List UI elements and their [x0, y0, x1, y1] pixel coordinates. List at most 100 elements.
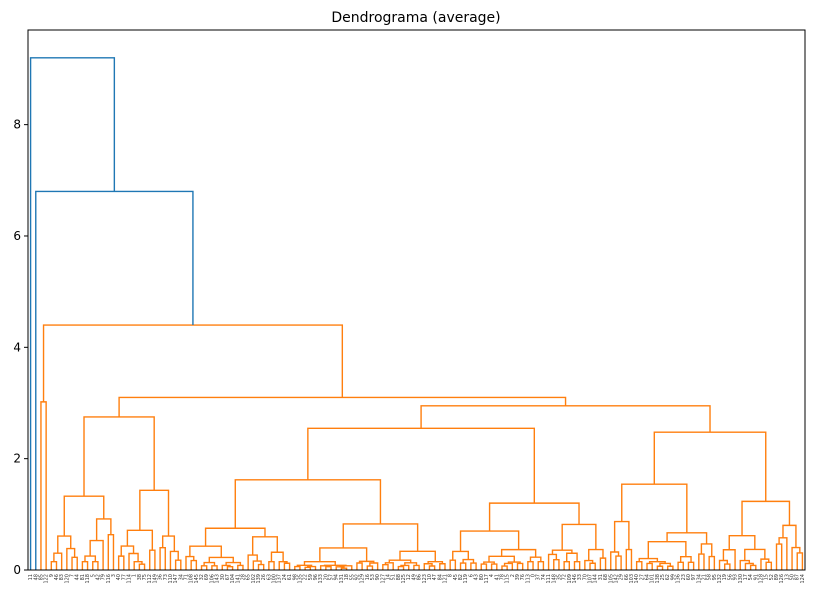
cluster-link-35: [208, 556, 234, 563]
leaf-label-147: 50: [790, 574, 796, 580]
cluster-link-7: [92, 560, 99, 570]
y-tick-label-2: 4: [13, 340, 21, 354]
leaf-label-45: 26: [261, 574, 267, 580]
y-tick-label-3: 6: [13, 229, 21, 243]
leaf-label-141: 128: [758, 574, 764, 584]
leaf-label-98: 37: [536, 574, 542, 580]
leaf-label-8: 7: [70, 574, 76, 577]
root-link-0: [29, 57, 116, 570]
cluster-link-138: [778, 537, 788, 570]
cluster-link-82: [490, 563, 498, 570]
leaf-label-20: 1: [132, 574, 138, 577]
leaf-label-132: 95: [712, 574, 718, 580]
leaf-label-114: 29: [619, 574, 625, 580]
leaf-label-32: 145: [194, 574, 200, 584]
leaf-label-18: 77: [121, 574, 127, 580]
leaf-label-133: 132: [717, 574, 723, 584]
leaf-label-59: 94: [334, 574, 340, 580]
leaf-label-119: 64: [645, 574, 651, 580]
leaf-label-61: 18: [344, 574, 350, 580]
leaf-label-74: 49: [411, 574, 417, 580]
leaf-label-129: 134: [696, 574, 702, 584]
cluster-link-20: [159, 546, 166, 570]
cluster-link-22: [169, 550, 179, 570]
cluster-link-97: [573, 560, 581, 570]
cluster-link-136: [728, 535, 756, 550]
leaf-label-35: 106: [209, 574, 215, 584]
cluster-link-67: [404, 562, 418, 566]
leaf-label-89: 4: [489, 574, 495, 577]
cluster-link-26: [190, 559, 198, 570]
y-tick-label-4: 8: [13, 118, 21, 132]
cluster-link-62: [382, 564, 389, 570]
cluster-link-105: [488, 502, 580, 532]
y-axis: 0 2 4 6 8: [13, 118, 28, 577]
cluster-link-106: [307, 427, 536, 504]
leaf-label-76: 123: [422, 574, 428, 584]
leaf-label-23: 112: [147, 574, 153, 584]
cluster-link-141: [782, 524, 797, 548]
leaf-label-13: 42: [95, 574, 101, 580]
cluster-link-108: [610, 551, 620, 570]
leaf-label-29: 34: [178, 574, 184, 580]
cluster-link-10: [107, 533, 115, 570]
leaf-label-10: 81: [80, 574, 86, 580]
cluster-link-140: [791, 546, 801, 570]
cluster-link-25: [83, 416, 155, 497]
leaf-label-135: 56: [727, 574, 733, 580]
leaf-label-142: 15: [764, 574, 770, 580]
cluster-link-118: [677, 561, 684, 570]
cluster-link-83: [483, 561, 495, 565]
leaf-label-71: 88: [396, 574, 402, 580]
leaf-label-131: 58: [707, 574, 713, 580]
leaf-label-0: 11: [28, 574, 34, 580]
leaf-label-99: 74: [541, 574, 547, 580]
leaf-label-127: 60: [686, 574, 692, 580]
leaf-label-16: 3: [111, 574, 117, 577]
cluster-link-61: [319, 547, 368, 562]
cluster-link-89: [527, 560, 534, 570]
leaf-label-41: 28: [240, 574, 246, 580]
leaf-label-149: 124: [800, 574, 806, 584]
cluster-link-81: [480, 563, 488, 570]
cluster-link-68: [388, 559, 412, 563]
leaf-label-4: 9: [49, 574, 55, 577]
cluster-link-4: [66, 547, 76, 570]
leaf-label-144: 89: [774, 574, 780, 580]
cluster-link-94: [553, 558, 560, 570]
cluster-link-145: [118, 396, 567, 417]
leaf-label-28: 147: [173, 574, 179, 584]
cluster-link-128: [718, 559, 728, 570]
leaf-label-124: 99: [670, 574, 676, 580]
leaf-label-38: 67: [225, 574, 231, 580]
cluster-link-91: [529, 556, 542, 562]
cluster-link-14: [138, 563, 146, 570]
leaf-label-51: 98: [292, 574, 298, 580]
cluster-link-5: [57, 535, 72, 554]
cluster-link-87: [507, 561, 521, 564]
leaf-label-12: 5: [90, 574, 96, 577]
leaf-label-60: 131: [339, 574, 345, 584]
cluster-link-13: [117, 555, 125, 570]
leaf-label-36: 143: [215, 574, 221, 584]
leaf-label-46: 63: [266, 574, 272, 580]
cluster-link-112: [646, 562, 653, 570]
leaf-label-56: 133: [318, 574, 324, 584]
leaf-label-3: 122: [44, 574, 50, 584]
leaf-label-14: 79: [101, 574, 107, 580]
cluster-link-65: [400, 564, 410, 570]
leaf-label-92: 115: [505, 574, 511, 584]
leaf-label-82: 45: [453, 574, 459, 580]
root-link-1: [35, 190, 194, 570]
cluster-link-114: [667, 565, 674, 570]
leaf-label-48: 137: [277, 574, 283, 584]
cluster-link-39: [247, 554, 258, 570]
leaf-label-108: 107: [588, 574, 594, 584]
cluster-link-28: [200, 565, 208, 570]
leaf-label-47: 100: [272, 574, 278, 584]
leaf-label-52: 135: [297, 574, 303, 584]
leaf-label-79: 84: [437, 574, 443, 580]
cluster-link-122: [698, 553, 705, 570]
leaf-label-39: 104: [230, 574, 236, 584]
cluster-link-96: [563, 560, 571, 570]
